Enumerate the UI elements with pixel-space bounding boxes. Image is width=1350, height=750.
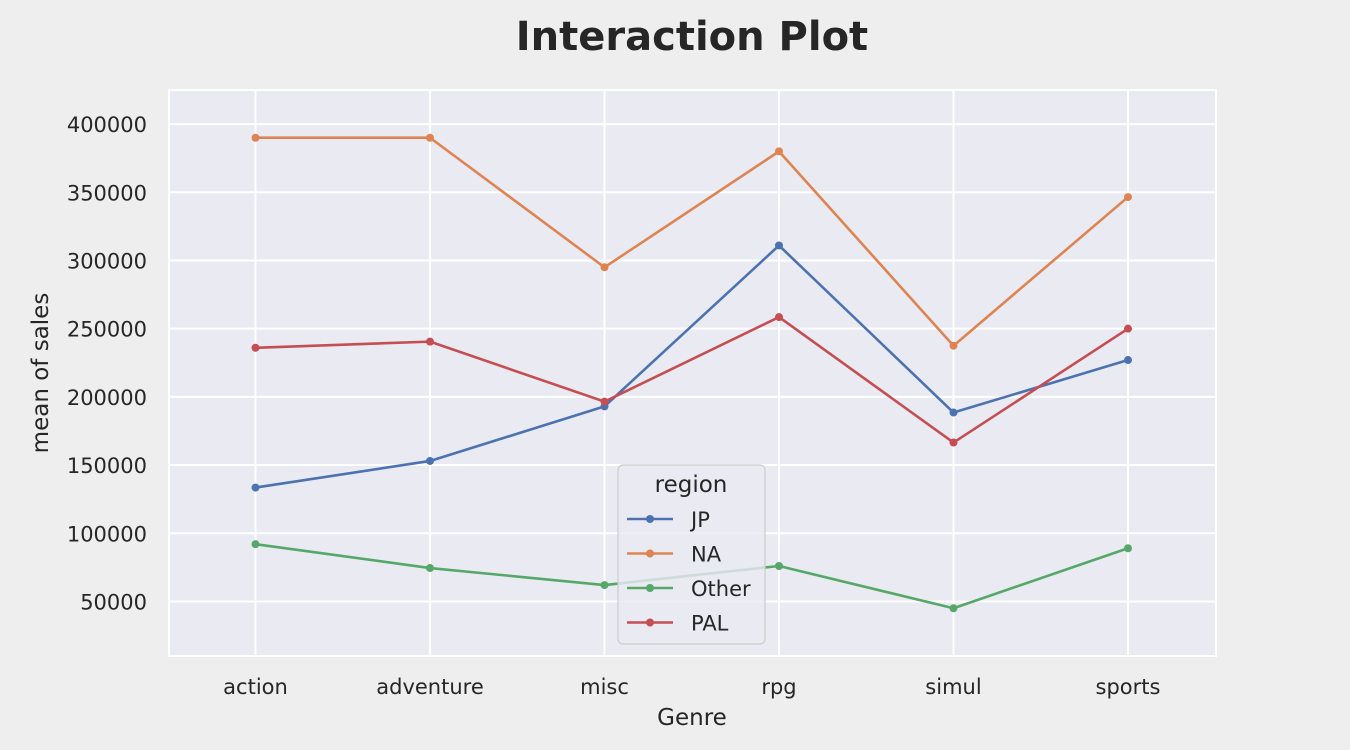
data-point xyxy=(1124,193,1132,202)
data-point xyxy=(600,581,609,590)
data-point xyxy=(251,483,260,492)
y-tick-label: 100000 xyxy=(67,522,147,546)
y-tick-label: 50000 xyxy=(80,590,147,614)
data-point xyxy=(600,263,609,272)
data-point xyxy=(426,564,434,573)
x-tick-label: simul xyxy=(925,675,981,699)
legend-marker xyxy=(646,618,654,627)
data-point xyxy=(426,337,434,346)
x-tick-label: sports xyxy=(1096,675,1161,699)
x-tick-labels: action adventure misc rpg simul sports xyxy=(223,675,1160,699)
y-tick-label: 250000 xyxy=(67,318,147,342)
legend-label: NA xyxy=(691,543,722,567)
y-axis-label: mean of sales xyxy=(28,293,54,454)
legend: region JP NA Other PAL xyxy=(617,464,766,645)
data-point xyxy=(949,438,958,447)
x-tick-label: action xyxy=(223,675,288,699)
data-point xyxy=(949,341,958,350)
legend-label: PAL xyxy=(691,612,729,636)
legend-entry-other: Other xyxy=(627,577,751,601)
legend-marker xyxy=(646,515,654,523)
data-point xyxy=(251,343,260,352)
legend-marker xyxy=(646,584,654,592)
legend-entry-jp: JP xyxy=(627,508,710,532)
legend-label: JP xyxy=(689,508,710,532)
data-point xyxy=(1124,324,1132,333)
x-axis-label: Genre xyxy=(657,705,727,731)
data-point xyxy=(775,313,783,322)
series-line xyxy=(254,315,1130,444)
y-tick-label: 400000 xyxy=(67,113,147,137)
series-pal xyxy=(251,313,1132,447)
data-point xyxy=(775,561,783,570)
data-point xyxy=(775,147,783,156)
y-tick-label: 150000 xyxy=(67,454,147,478)
y-tick-label: 300000 xyxy=(67,249,147,273)
data-point xyxy=(949,604,958,613)
data-point xyxy=(426,133,434,142)
data-point xyxy=(949,408,958,417)
data-point xyxy=(775,241,783,250)
x-tick-label: misc xyxy=(580,675,629,699)
legend-entries: JP NA Other PAL xyxy=(627,508,751,636)
x-tick-label: adventure xyxy=(376,675,484,699)
legend-label: Other xyxy=(691,577,751,601)
legend-entry-na: NA xyxy=(627,543,722,567)
legend-box xyxy=(617,464,766,645)
legend-marker xyxy=(646,549,654,558)
data-point xyxy=(426,456,434,465)
chart-title: Interaction Plot xyxy=(516,14,868,60)
data-point xyxy=(1124,356,1132,365)
y-tick-label: 350000 xyxy=(67,181,147,205)
legend-entry-pal: PAL xyxy=(627,612,729,636)
series-line xyxy=(254,136,1130,348)
data-point xyxy=(600,397,609,406)
x-tick-label: rpg xyxy=(761,675,796,699)
series-na xyxy=(251,133,1132,350)
data-point xyxy=(251,540,260,549)
series-jp xyxy=(251,241,1132,492)
series-line xyxy=(254,244,1130,489)
data-point xyxy=(1124,544,1132,553)
data-point xyxy=(251,133,260,142)
y-tick-labels: 50000 100000 150000 200000 250000 300000 35000… xyxy=(67,113,147,614)
y-tick-label: 200000 xyxy=(67,386,147,410)
legend-title: region xyxy=(655,472,728,498)
